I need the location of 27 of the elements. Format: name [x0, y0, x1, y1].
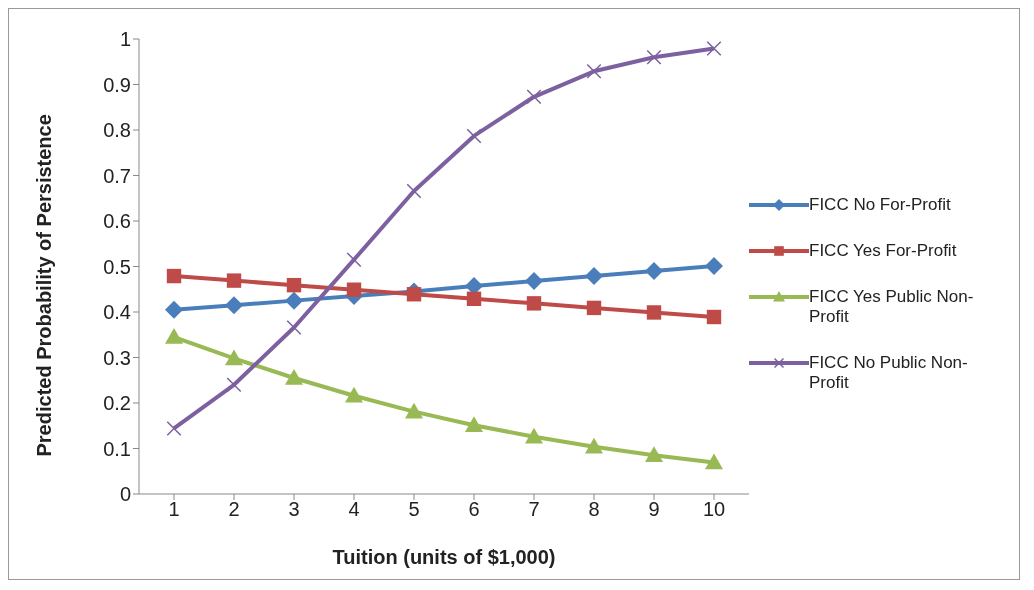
y-tick-label: 0.3: [103, 346, 131, 369]
x-tick-label: 6: [468, 498, 480, 521]
x-tick-label: 8: [588, 498, 600, 521]
x-tick-label: 4: [348, 498, 360, 521]
y-axis-title: Predicted Probability of Persistence: [33, 114, 56, 457]
y-tick-label: 0.8: [103, 119, 131, 142]
x-tick-label: 5: [408, 498, 420, 521]
x-axis-title: Tuition (units of $1,000): [332, 546, 556, 568]
y-tick-label: 0: [119, 483, 131, 506]
y-tick-label: 0.7: [103, 164, 131, 187]
y-tick-label: 0.5: [103, 255, 131, 278]
y-tick-label: 0.4: [103, 301, 131, 324]
legend-label: FICC Yes For-Profit: [809, 241, 958, 261]
y-tick-label: 0.6: [103, 210, 131, 233]
legend-label: FICC No For-Profit: [809, 195, 952, 215]
x-tick-label: 3: [288, 498, 300, 521]
x-tick-label: 2: [228, 498, 240, 521]
x-tick-label: 1: [168, 498, 180, 521]
legend-label: FICC Yes Public Non-Profit: [809, 287, 975, 327]
legend-label: FICC No Public Non-Profit: [809, 353, 969, 393]
x-tick-label: 7: [528, 498, 540, 521]
x-tick-label: 10: [702, 498, 726, 521]
y-tick-label: 1: [119, 28, 131, 51]
y-tick-label: 0.2: [103, 392, 131, 415]
y-tick-label: 0.1: [103, 437, 131, 460]
x-tick-label: 9: [648, 498, 660, 521]
y-tick-label: 0.9: [103, 73, 131, 96]
